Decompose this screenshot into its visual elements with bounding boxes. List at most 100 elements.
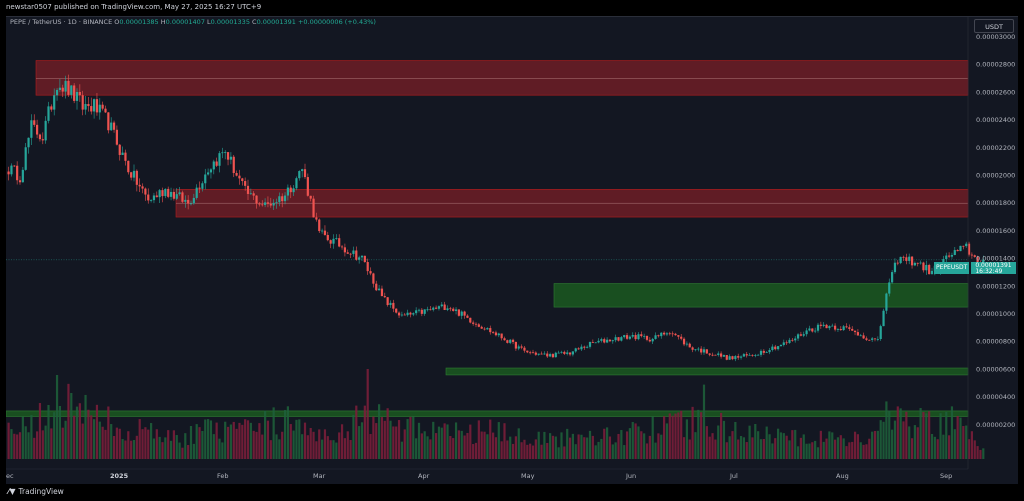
volume-bar — [568, 437, 572, 459]
candle-body — [788, 339, 791, 343]
price-tick-label: 0.00002000 — [976, 172, 1015, 180]
candle-body — [583, 346, 586, 348]
tradingview-logo[interactable]: ⁄▼ TradingView — [8, 487, 64, 496]
price-tick-label: 0.00001800 — [976, 199, 1015, 207]
candle-body — [731, 356, 734, 360]
volume-bar — [292, 430, 295, 459]
candle-body — [645, 335, 649, 340]
volume-bar — [819, 430, 822, 459]
volume-bar — [375, 423, 378, 459]
candle-body — [930, 270, 934, 275]
candle-body — [309, 195, 312, 199]
candle-body — [919, 262, 922, 264]
candle-body — [127, 160, 130, 173]
volume-bar — [614, 442, 617, 459]
candle-body — [264, 202, 267, 205]
candle-body — [503, 338, 506, 341]
volume-bar — [466, 432, 469, 459]
candle-body — [349, 253, 352, 255]
volume-bar — [90, 415, 93, 459]
candle-body — [811, 328, 814, 332]
volume-bar — [611, 444, 614, 459]
candle-body — [38, 134, 42, 140]
volume-bar — [84, 394, 87, 459]
time-tick-label: 2025 — [110, 472, 129, 480]
volume-bar — [215, 422, 218, 459]
volume-bar — [623, 445, 626, 459]
currency-button[interactable]: USDT — [974, 19, 1014, 33]
candle-body — [648, 339, 651, 342]
volume-bar — [549, 433, 552, 459]
candle-body — [551, 354, 555, 358]
candle-body — [489, 328, 492, 333]
volume-bar — [520, 442, 523, 459]
volume-bar — [777, 428, 780, 459]
candle-body — [982, 259, 985, 263]
high-label: H — [160, 18, 166, 26]
chart-canvas[interactable]: 0.00003000 0.00002800 0.00002600 0.00002400… — [6, 17, 1018, 485]
candle-body — [976, 256, 979, 263]
candle-body — [457, 309, 460, 316]
volume-bar — [534, 439, 537, 459]
volume-bar — [557, 447, 560, 459]
price-tag-value: 0.00001391 16:32:49 — [971, 262, 1016, 275]
volume-bar — [737, 439, 740, 459]
candle-body — [554, 352, 557, 358]
volume-bar — [845, 446, 848, 459]
volume-bar — [50, 428, 53, 459]
candle-body — [261, 204, 264, 206]
candle-body — [899, 256, 902, 264]
volume-bar — [346, 431, 349, 459]
candle-body — [549, 354, 552, 357]
volume-bar — [634, 423, 637, 459]
candle-body — [657, 335, 660, 337]
volume-bar — [677, 412, 680, 459]
candle-body — [574, 348, 577, 352]
volume-bar — [785, 435, 788, 459]
candle-body — [717, 353, 720, 355]
volume-bar — [791, 430, 794, 459]
volume-bar — [503, 423, 506, 459]
volume-bar — [965, 425, 968, 459]
volume-bar — [586, 437, 589, 459]
volume-bar — [75, 406, 79, 459]
candle-body — [343, 247, 346, 253]
volume-bar — [432, 421, 435, 459]
volume-bar — [378, 404, 381, 459]
candle-body — [879, 326, 882, 340]
candle-body — [537, 353, 540, 355]
volume-bar — [608, 436, 612, 459]
candle-body — [41, 139, 44, 141]
candle-body — [115, 129, 118, 145]
candle-body — [392, 302, 395, 309]
volume-bar — [930, 433, 934, 459]
candle-body — [882, 310, 885, 327]
candle-body — [440, 304, 443, 307]
candle-body — [762, 350, 765, 353]
candle-body — [460, 311, 463, 316]
candle-body — [728, 356, 731, 360]
candle-body — [318, 219, 321, 232]
candle-body — [55, 89, 59, 96]
volume-bar — [44, 425, 47, 459]
volume-bar — [945, 411, 948, 459]
volume-bar — [469, 424, 472, 459]
candle-body — [175, 194, 178, 199]
chart-frame[interactable]: 0.00003000 0.00002800 0.00002600 0.00002400… — [6, 16, 1018, 485]
volume-bar — [369, 434, 372, 459]
volume-bar — [871, 431, 874, 459]
time-tick-label: Apr — [418, 472, 430, 480]
candle-body — [828, 326, 831, 329]
candle-body — [278, 196, 281, 203]
candle-body — [913, 262, 916, 266]
volume-bar — [403, 429, 406, 459]
candle-body — [201, 183, 204, 189]
candle-body — [226, 152, 230, 160]
candle-body — [754, 355, 757, 356]
candle-body — [135, 170, 138, 185]
candle-body — [181, 192, 184, 202]
volume-bar — [152, 438, 156, 459]
candle-body — [677, 335, 680, 337]
candle-body — [973, 255, 976, 257]
candle-body — [500, 333, 503, 339]
